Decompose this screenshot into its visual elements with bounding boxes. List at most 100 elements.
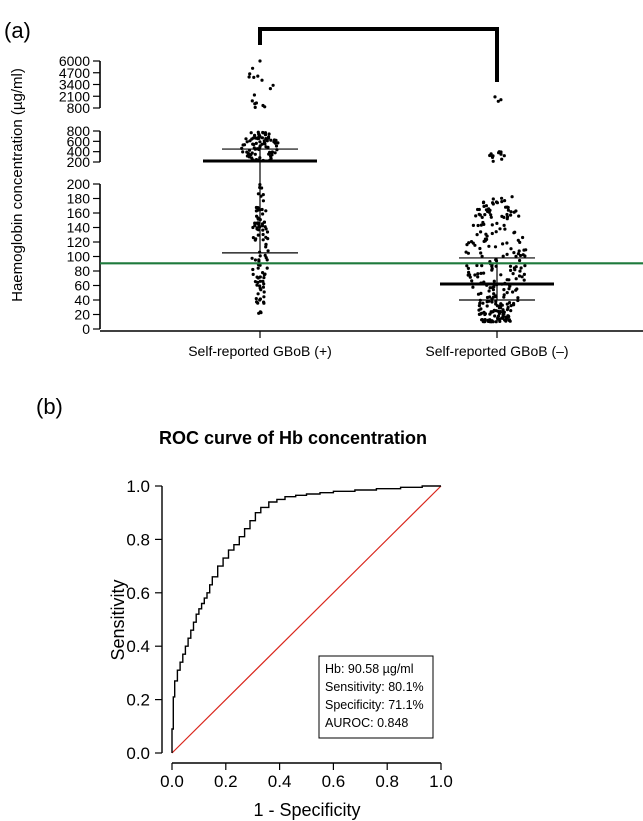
- data-point: [260, 136, 264, 140]
- y-tick-label: 4700: [59, 65, 90, 81]
- annotation-line: Specificity: 71.1%: [325, 698, 424, 712]
- data-point: [245, 154, 249, 158]
- x-tick-label: 1.0: [429, 772, 453, 791]
- data-point: [479, 271, 483, 275]
- data-point: [478, 213, 482, 217]
- data-point: [522, 272, 527, 276]
- data-point: [509, 268, 513, 272]
- data-point: [250, 151, 254, 155]
- data-point: [490, 267, 494, 271]
- data-point: [274, 144, 279, 148]
- data-point: [487, 207, 491, 211]
- data-point: [263, 253, 267, 257]
- data-point: [477, 308, 481, 312]
- panel-a: (a) Haemoglobin concentration (µg/ml) 02…: [4, 18, 643, 359]
- data-point: [505, 217, 509, 221]
- data-point: [503, 227, 507, 231]
- data-point: [257, 311, 261, 315]
- y-tick-label: 0.6: [126, 584, 150, 603]
- data-point: [256, 206, 260, 210]
- data-point: [504, 315, 508, 319]
- data-point: [467, 270, 471, 274]
- data-point: [254, 101, 258, 105]
- data-point: [265, 139, 269, 143]
- data-point: [270, 150, 274, 154]
- data-point: [487, 244, 491, 248]
- data-point: [500, 200, 504, 204]
- data-point: [510, 195, 514, 199]
- data-point: [491, 154, 495, 158]
- y-tick-label: 600: [67, 133, 91, 149]
- data-point: [485, 295, 490, 300]
- data-point: [258, 144, 262, 148]
- data-point: [507, 318, 511, 322]
- data-point: [520, 275, 524, 279]
- data-point: [264, 209, 268, 213]
- data-point: [505, 302, 509, 306]
- data-point: [261, 279, 265, 283]
- data-point: [501, 254, 505, 258]
- y-tick-label: 0.2: [126, 691, 150, 710]
- y-tick-label: 0.8: [126, 530, 150, 549]
- data-point: [517, 214, 521, 218]
- y-tick-label: 100: [67, 249, 91, 265]
- data-point: [255, 275, 259, 279]
- data-point: [244, 137, 248, 141]
- data-point: [267, 152, 271, 156]
- data-point: [502, 288, 506, 292]
- data-point: [251, 66, 255, 70]
- data-point: [474, 214, 478, 218]
- data-point: [518, 269, 522, 273]
- data-point: [495, 221, 499, 225]
- data-point: [476, 223, 480, 228]
- data-point: [481, 301, 485, 305]
- data-point: [256, 228, 261, 232]
- data-point: [261, 271, 265, 275]
- data-point: [514, 265, 518, 269]
- data-point: [262, 273, 266, 277]
- data-point: [263, 131, 268, 135]
- y-axis: 0204060801001201401601802002004006008008…: [59, 53, 101, 337]
- data-point: [260, 207, 264, 212]
- data-point: [258, 275, 262, 279]
- data-point: [484, 204, 488, 208]
- y-tick-label: 20: [74, 307, 90, 323]
- y-tick-label: 60: [74, 278, 90, 294]
- data-point: [509, 247, 513, 251]
- data-point: [479, 291, 483, 295]
- data-point: [483, 319, 487, 324]
- bracket-line: [258, 27, 499, 82]
- data-point: [256, 292, 260, 296]
- data-point: [495, 304, 499, 308]
- data-point: [261, 212, 265, 216]
- data-point: [476, 292, 481, 296]
- roc-axes: 0.0 0.2 0.4 0.6 0.8 1.0 0.0 0.2 0.4 0.6 0.8 1.0: [126, 477, 452, 791]
- data-point: [253, 258, 257, 262]
- data-point: [493, 314, 497, 318]
- data-points: [240, 59, 528, 324]
- data-point: [511, 301, 516, 306]
- y-tick-label: 800: [67, 100, 91, 116]
- data-point: [256, 280, 260, 284]
- data-point: [249, 131, 253, 135]
- data-point: [262, 300, 266, 304]
- data-point: [480, 311, 484, 315]
- data-point: [476, 275, 480, 279]
- data-point: [496, 316, 500, 320]
- data-point: [502, 215, 506, 219]
- data-point: [254, 136, 258, 140]
- data-point: [481, 201, 486, 205]
- data-point: [276, 141, 280, 145]
- data-point: [262, 276, 266, 280]
- data-point: [475, 233, 479, 237]
- data-point: [242, 143, 247, 147]
- data-point: [264, 242, 268, 246]
- data-point: [519, 266, 523, 270]
- data-point: [471, 223, 475, 227]
- data-point: [252, 93, 256, 97]
- data-point: [523, 254, 527, 258]
- data-point: [509, 309, 513, 313]
- data-point: [505, 241, 509, 245]
- data-point: [492, 279, 496, 283]
